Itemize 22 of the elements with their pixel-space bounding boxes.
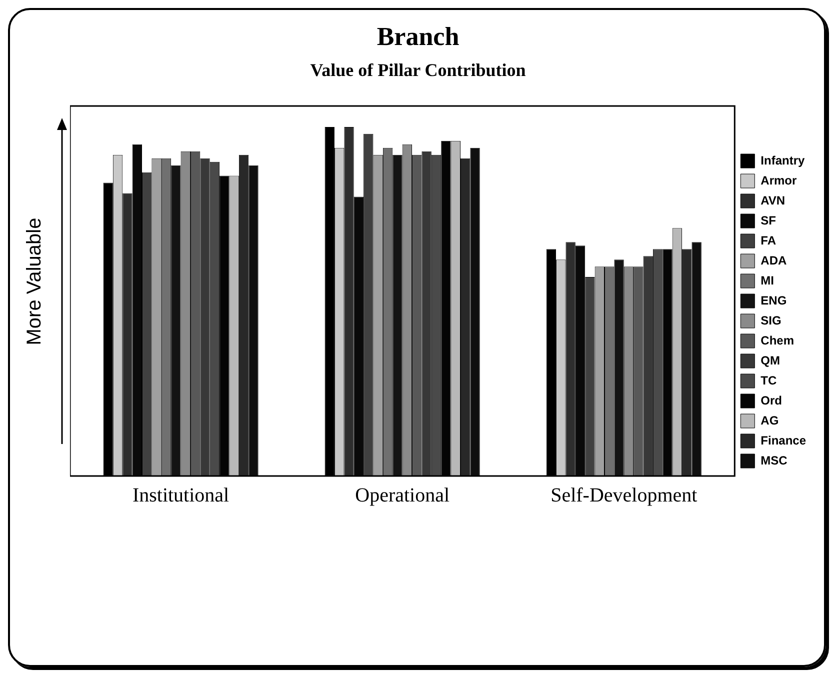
legend-label: ENG [760,293,787,308]
legend-label: AVN [760,193,786,208]
x-tick-label: Self-Development [550,484,698,506]
legend-label: SIG [760,313,782,328]
chart-title: Branch [376,22,460,52]
legend-label: Ord [760,393,782,408]
legend-label: MI [760,273,774,288]
x-tick-label: Institutional [132,484,230,506]
legend-label: Chem [760,333,794,348]
y-axis-title: More Valuable [24,216,46,348]
legend-label: QM [760,353,780,368]
legend-label: AG [760,413,779,428]
legend-label: SF [760,213,776,228]
x-tick-label: Operational [355,484,450,506]
chart-subtitle: Value of Pillar Contribution [309,60,527,81]
legend-label: MSC [760,453,788,468]
legend-label: ADA [760,253,787,268]
legend-label: Armor [760,173,797,188]
legend-label: Infantry [760,153,805,168]
legend-label: TC [760,373,777,388]
legend-label: FA [760,233,776,248]
legend-label: Finance [760,433,806,448]
